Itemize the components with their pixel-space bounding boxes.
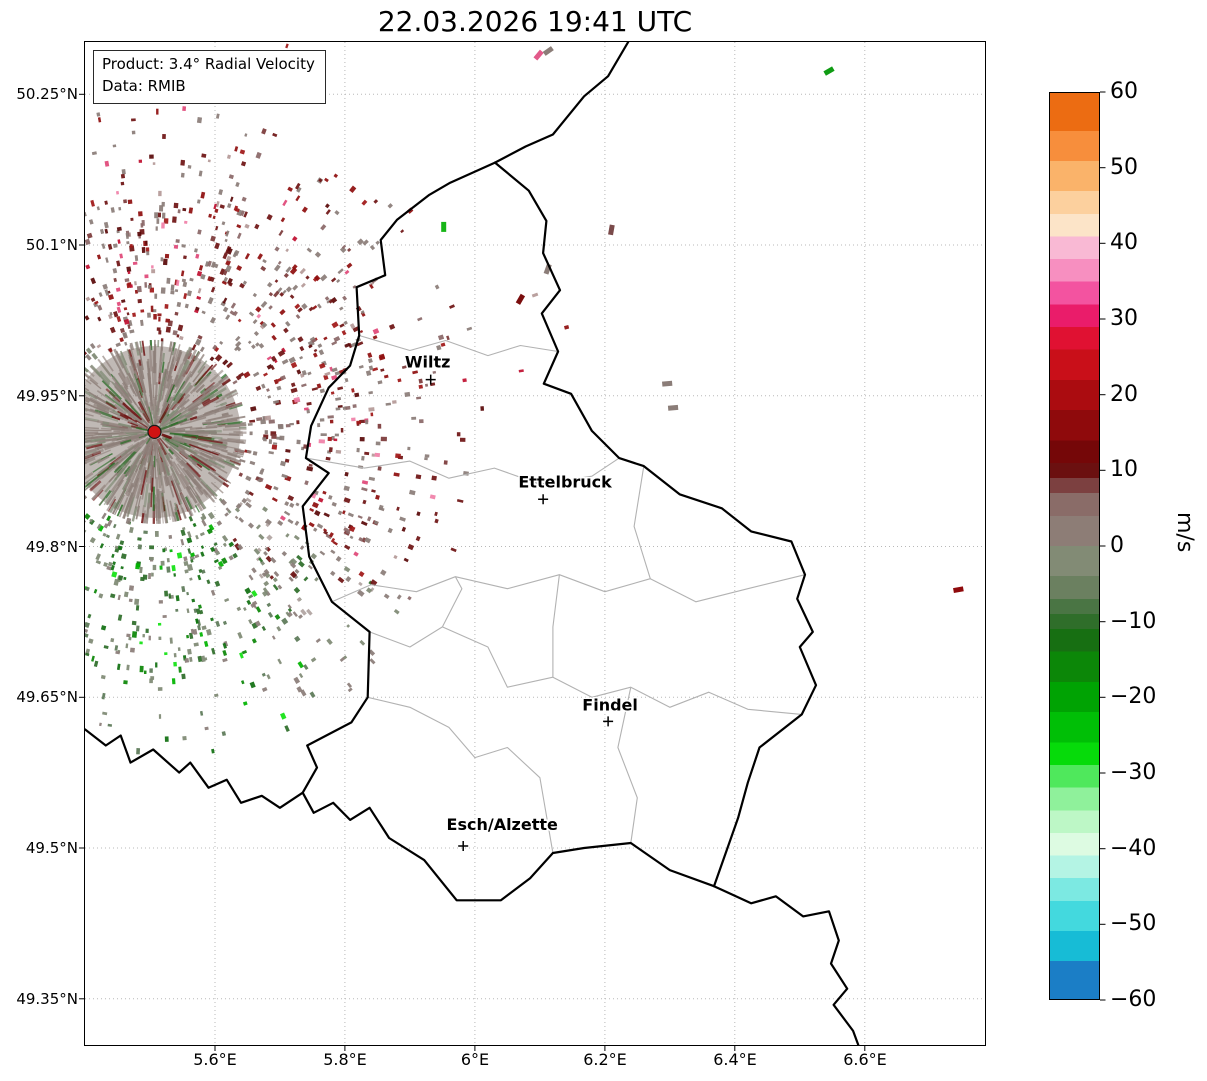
city-label: Esch/Alzette — [447, 815, 559, 834]
x-tick-label: 5.6°E — [193, 1050, 237, 1069]
x-tick-label: 5.8°E — [323, 1050, 367, 1069]
colorbar-tick-label: 20 — [1110, 382, 1138, 407]
data-source-line: Data: RMIB — [102, 76, 186, 95]
colorbar-tick-label: 50 — [1110, 155, 1138, 180]
product-line: Product: 3.4° Radial Velocity — [102, 55, 315, 73]
x-tick-label: 6.6°E — [843, 1050, 887, 1069]
city-marker: Ettelbruck — [517, 471, 614, 505]
colorbar-gradient — [1050, 93, 1099, 999]
y-tick-label: 49.8°N — [25, 538, 78, 556]
colorbar-tick-label: 40 — [1110, 230, 1138, 255]
colorbar-tick-label: 60 — [1110, 79, 1138, 104]
colorbar-tick-label: 10 — [1110, 457, 1138, 482]
colorbar-tick-label: −50 — [1110, 911, 1157, 936]
far-echo — [662, 380, 673, 387]
map-plot: Wiltz Ettelbruck Findel Esch/Alzette Produc… — [84, 41, 986, 1046]
colorbar-tick-label: −60 — [1110, 987, 1157, 1012]
y-tick-label: 49.65°N — [16, 688, 78, 706]
colorbar-tick-label: −10 — [1110, 609, 1157, 634]
city-markers: Wiltz Ettelbruck Findel Esch/Alzette — [403, 351, 639, 852]
far-echo — [542, 46, 554, 56]
city-label: Wiltz — [405, 353, 451, 372]
colorbar — [1049, 92, 1100, 1000]
colorbar-unit-label: m/s — [1172, 512, 1197, 553]
radar-site-marker — [147, 424, 162, 439]
far-echo — [823, 66, 835, 76]
y-tick-label: 49.35°N — [16, 990, 78, 1008]
district-borders — [305, 334, 806, 854]
national-borders — [85, 42, 860, 1045]
colorbar-tick-label: −40 — [1110, 836, 1157, 861]
x-tick-label: 6.2°E — [583, 1050, 627, 1069]
far-echo — [533, 49, 544, 61]
x-tick-label: 6.4°E — [713, 1050, 757, 1069]
colorbar-tick-label: 30 — [1110, 306, 1138, 331]
map-canvas: Wiltz Ettelbruck Findel Esch/Alzette — [85, 42, 985, 1045]
y-tick-label: 49.5°N — [25, 839, 78, 857]
colorbar-tick-label: 0 — [1110, 533, 1124, 558]
city-marker: Findel — [581, 694, 639, 727]
figure-title: 22.03.2026 19:41 UTC — [377, 5, 693, 38]
echo-field — [85, 43, 570, 755]
far-echoes — [441, 46, 964, 594]
far-echo — [953, 586, 964, 594]
product-info-box: Product: 3.4° Radial Velocity Data: RMIB — [93, 50, 326, 104]
city-label: Findel — [582, 695, 638, 714]
city-marker: Wiltz — [403, 351, 452, 385]
x-tick-label: 6°E — [460, 1050, 490, 1069]
colorbar-tick-label: −30 — [1110, 760, 1157, 785]
far-echo — [515, 293, 526, 305]
far-echo — [441, 221, 447, 232]
city-marker: Esch/Alzette — [445, 814, 560, 852]
far-echo — [608, 224, 615, 236]
y-tick-label: 49.95°N — [16, 387, 78, 405]
colorbar-tick-label: −20 — [1110, 684, 1157, 709]
far-echo — [667, 404, 679, 411]
y-tick-label: 50.25°N — [16, 85, 78, 103]
y-tick-label: 50.1°N — [25, 236, 78, 254]
city-label: Ettelbruck — [518, 472, 612, 491]
